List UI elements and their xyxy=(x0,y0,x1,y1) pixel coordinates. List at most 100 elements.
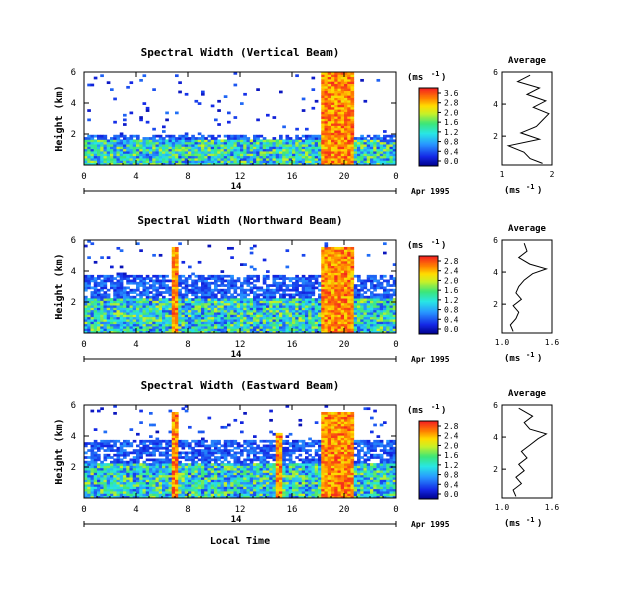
heatmap-cell xyxy=(132,495,137,499)
heatmap-cell xyxy=(139,421,143,424)
heatmap-cell xyxy=(87,139,91,143)
heatmap-cell xyxy=(188,321,192,325)
heatmap-cell xyxy=(113,288,117,292)
heatmap-cell xyxy=(282,153,286,157)
heatmap-cell xyxy=(259,141,264,145)
colorbar-band xyxy=(419,319,438,322)
heatmap-cell xyxy=(100,493,104,497)
heatmap-cell xyxy=(188,298,192,301)
heatmap-cell xyxy=(373,298,377,301)
heatmap-cell xyxy=(386,134,390,138)
heatmap-cell xyxy=(84,309,88,313)
heatmap-cell xyxy=(139,118,143,122)
heatmap-cell xyxy=(136,319,140,322)
heatmap-cell xyxy=(155,281,160,285)
heatmap-cell xyxy=(155,162,160,166)
heatmap-cell xyxy=(236,158,241,161)
heatmap-cell xyxy=(97,160,101,164)
heatmap-cell xyxy=(178,158,182,161)
heatmap-cell xyxy=(136,326,140,329)
heatmap-cell xyxy=(175,449,179,452)
heatmap-cell xyxy=(84,323,88,327)
heatmap-cell xyxy=(113,153,117,157)
heatmap-cell xyxy=(383,160,387,164)
heatmap-cell xyxy=(132,160,137,164)
heatmap-cell xyxy=(142,309,147,313)
heatmap-cell xyxy=(126,151,130,154)
heatmap-cell xyxy=(324,267,329,271)
heatmap-cell xyxy=(197,151,202,154)
heatmap-cell xyxy=(240,316,244,320)
heatmap-cell xyxy=(324,270,329,273)
heatmap-cell xyxy=(350,293,355,297)
heatmap-cell xyxy=(321,323,325,327)
heatmap-cell xyxy=(116,302,121,306)
heatmap-cell xyxy=(350,123,355,126)
heatmap-cell xyxy=(275,305,280,308)
heatmap-cell xyxy=(236,141,241,145)
heatmap-cell xyxy=(155,444,160,448)
heatmap-cell xyxy=(243,139,247,143)
heatmap-cell xyxy=(272,321,277,325)
heatmap-cell xyxy=(275,281,280,285)
heatmap-cell xyxy=(344,109,348,112)
colorbar-band xyxy=(419,258,438,261)
heatmap-cell xyxy=(288,330,293,334)
heatmap-cell xyxy=(295,309,299,313)
heatmap-cell xyxy=(321,130,325,133)
heatmap-cell xyxy=(243,295,247,299)
heatmap-cell xyxy=(311,312,316,315)
heatmap-cell xyxy=(392,309,397,313)
heatmap-cell xyxy=(383,279,387,283)
heatmap-cell xyxy=(171,312,176,315)
heatmap-cell xyxy=(321,302,325,306)
heatmap-cell xyxy=(259,153,264,157)
heatmap-cell xyxy=(113,323,117,327)
heatmap-cell xyxy=(259,312,264,315)
heatmap-cell xyxy=(269,284,273,287)
heatmap-cell xyxy=(301,158,306,161)
heatmap-cell xyxy=(181,279,186,283)
heatmap-cell xyxy=(142,102,147,105)
heatmap-cell xyxy=(145,291,150,294)
heatmap-cell xyxy=(298,302,303,306)
heatmap-cell xyxy=(84,162,88,166)
heatmap-cell xyxy=(165,162,169,166)
heatmap-cell xyxy=(363,291,368,294)
heatmap-cell xyxy=(175,453,179,457)
heatmap-cell xyxy=(136,458,140,462)
heatmap-cell xyxy=(331,251,335,255)
heatmap-cell xyxy=(97,465,101,469)
heatmap-cell xyxy=(366,139,371,143)
heatmap-cell xyxy=(314,160,319,164)
heatmap-cell xyxy=(93,456,98,459)
heatmap-cell xyxy=(357,153,361,157)
heatmap-cell xyxy=(230,326,234,329)
heatmap-cell xyxy=(334,111,338,115)
heatmap-cell xyxy=(327,263,332,266)
heatmap-cell xyxy=(279,307,283,311)
heatmap-cell xyxy=(201,323,205,327)
heatmap-cell xyxy=(103,153,108,157)
heatmap-cell xyxy=(253,267,257,271)
heatmap-cell xyxy=(288,141,293,145)
heatmap-cell xyxy=(253,151,257,154)
heatmap-cell xyxy=(90,479,95,483)
heatmap-cell xyxy=(126,146,130,150)
heatmap-cell xyxy=(262,158,267,161)
heatmap-cell xyxy=(327,274,332,278)
heatmap-cell xyxy=(123,319,127,322)
heatmap-cell xyxy=(197,305,202,308)
heatmap-cell xyxy=(214,151,218,154)
heatmap-cell xyxy=(93,277,98,280)
average-y-tick-label: 6 xyxy=(493,236,498,245)
heatmap-cell xyxy=(90,460,95,464)
heatmap-cell xyxy=(113,321,117,325)
heatmap-cell xyxy=(331,123,335,126)
heatmap-cell xyxy=(93,477,98,480)
heatmap-cell xyxy=(123,274,127,278)
heatmap-cell xyxy=(347,113,351,117)
heatmap-cell xyxy=(331,99,335,103)
heatmap-cell xyxy=(136,495,140,499)
heatmap-cell xyxy=(340,137,345,140)
